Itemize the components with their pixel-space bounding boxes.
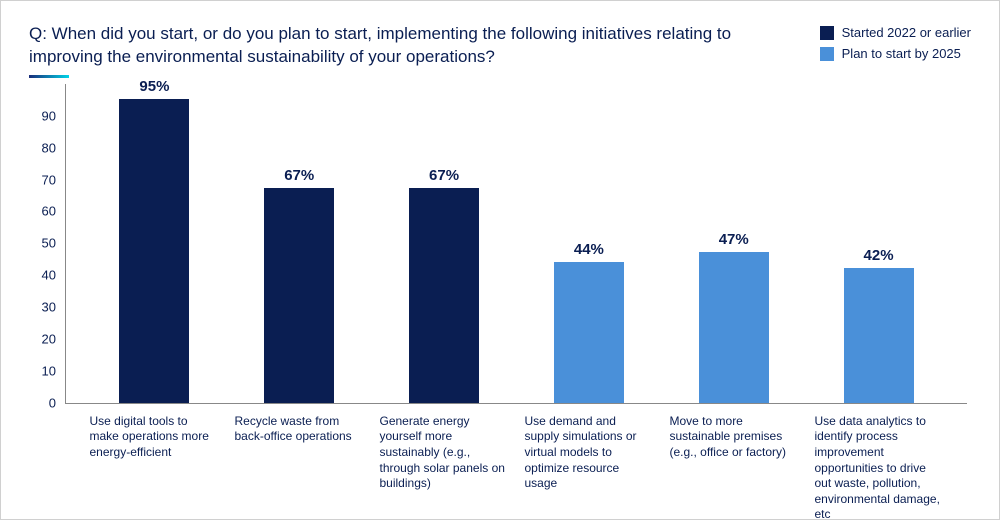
- y-tick: 60: [24, 204, 56, 219]
- bar: [119, 99, 189, 403]
- x-labels: Use digital tools to make operations mor…: [65, 404, 967, 523]
- legend-item-plan: Plan to start by 2025: [820, 46, 971, 61]
- x-label: Use demand and supply simulations or vir…: [519, 414, 659, 523]
- x-label: Move to more sustainable premises (e.g.,…: [664, 414, 804, 523]
- bar: [264, 188, 334, 402]
- bar-value-label: 67%: [429, 167, 459, 184]
- y-tick: 20: [24, 332, 56, 347]
- legend-label-started: Started 2022 or earlier: [842, 25, 971, 40]
- bar: [844, 268, 914, 402]
- plot-area: 0102030405060708090 95%67%67%44%47%42%: [65, 84, 967, 404]
- bar-value-label: 47%: [719, 231, 749, 248]
- bar-value-label: 95%: [139, 78, 169, 95]
- legend-swatch-started: [820, 26, 834, 40]
- legend-label-plan: Plan to start by 2025: [842, 46, 961, 61]
- bar-value-label: 44%: [574, 241, 604, 258]
- y-tick: 70: [24, 172, 56, 187]
- legend: Started 2022 or earlier Plan to start by…: [820, 23, 971, 61]
- bar-slot: 44%: [554, 241, 624, 403]
- bar-value-label: 67%: [284, 167, 314, 184]
- title-block: Q: When did you start, or do you plan to…: [29, 23, 749, 84]
- bar: [554, 262, 624, 403]
- y-tick: 40: [24, 268, 56, 283]
- bar-slot: 67%: [409, 167, 479, 402]
- x-label: Recycle waste from back-office operation…: [229, 414, 369, 523]
- x-label: Generate energy yourself more sustainabl…: [374, 414, 514, 523]
- y-tick: 0: [24, 395, 56, 410]
- y-tick: 10: [24, 363, 56, 378]
- legend-swatch-plan: [820, 47, 834, 61]
- y-tick: 50: [24, 236, 56, 251]
- y-axis: 0102030405060708090: [30, 84, 62, 403]
- bar-slot: 67%: [264, 167, 334, 402]
- y-tick: 30: [24, 300, 56, 315]
- bars-group: 95%67%67%44%47%42%: [66, 84, 967, 403]
- accent-line: [29, 75, 69, 78]
- bar-slot: 42%: [844, 247, 914, 402]
- y-tick: 90: [24, 108, 56, 123]
- bar-slot: 47%: [699, 231, 769, 402]
- chart-container: Q: When did you start, or do you plan to…: [0, 0, 1000, 520]
- header-row: Q: When did you start, or do you plan to…: [29, 23, 971, 84]
- bar-value-label: 42%: [864, 247, 894, 264]
- y-tick: 80: [24, 140, 56, 155]
- x-label: Use digital tools to make operations mor…: [84, 414, 224, 523]
- chart-title: Q: When did you start, or do you plan to…: [29, 23, 749, 69]
- legend-item-started: Started 2022 or earlier: [820, 25, 971, 40]
- bar: [409, 188, 479, 402]
- x-label: Use data analytics to identify process i…: [809, 414, 949, 523]
- bar: [699, 252, 769, 402]
- bar-slot: 95%: [119, 78, 189, 403]
